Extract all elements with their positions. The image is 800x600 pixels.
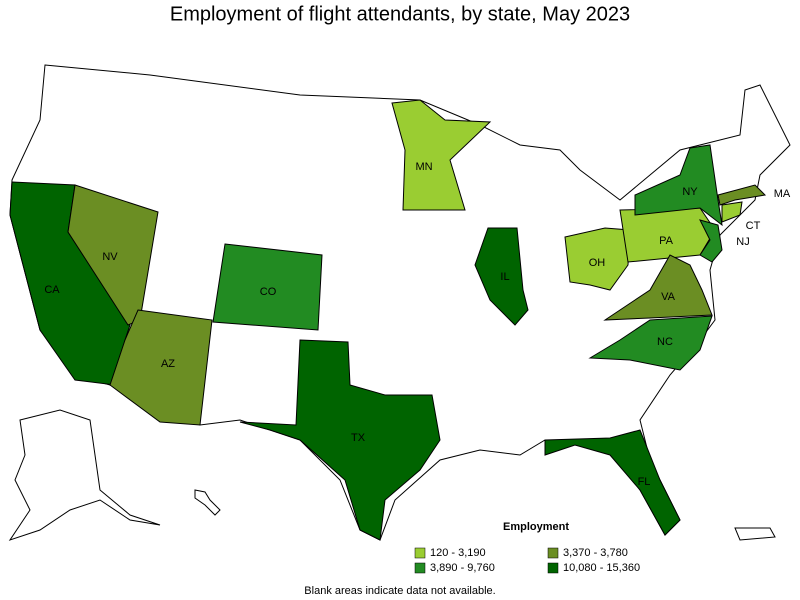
state-label: FL — [638, 476, 651, 488]
legend-swatch — [414, 547, 426, 559]
state-label: TX — [351, 432, 366, 444]
state — [212, 243, 323, 331]
legend-label: 120 - 3,190 — [430, 547, 486, 559]
puerto-rico — [734, 527, 776, 541]
state-label: CO — [260, 286, 277, 298]
state — [634, 144, 723, 227]
state-label: IL — [500, 271, 509, 283]
state-label: PA — [659, 235, 674, 247]
legend-swatch — [547, 562, 559, 574]
state — [109, 309, 213, 426]
state-label: VA — [661, 291, 676, 303]
state-label: AZ — [161, 358, 175, 370]
state — [474, 227, 529, 326]
state-label: NJ — [736, 236, 749, 248]
state — [588, 315, 713, 371]
legend-swatch — [547, 547, 559, 559]
legend-label: 3,370 - 3,780 — [563, 547, 628, 559]
legend-label: 3,890 - 9,760 — [430, 562, 495, 574]
state — [544, 429, 681, 536]
state-label: CA — [44, 284, 60, 296]
state-label: CT — [746, 220, 761, 232]
state-label: MN — [415, 161, 432, 173]
state — [239, 339, 441, 541]
state — [603, 254, 713, 321]
legend-label: 10,080 - 15,360 — [563, 562, 640, 574]
state-label: NY — [682, 186, 698, 198]
legend-title: Employment — [503, 521, 569, 533]
hawaii — [194, 489, 221, 516]
legend-swatch — [414, 562, 426, 574]
footnote: Blank areas indicate data not available. — [304, 585, 495, 597]
state — [391, 99, 492, 211]
state-label: OH — [589, 257, 606, 269]
state — [717, 184, 767, 206]
state-label: MA — [774, 188, 791, 200]
state — [564, 227, 631, 291]
state — [699, 219, 723, 263]
state-label: NC — [657, 336, 673, 348]
state-label: NV — [102, 251, 118, 263]
alaska — [8, 409, 161, 541]
state — [721, 201, 743, 223]
map-title: Employment of flight attendants, by stat… — [170, 3, 630, 25]
